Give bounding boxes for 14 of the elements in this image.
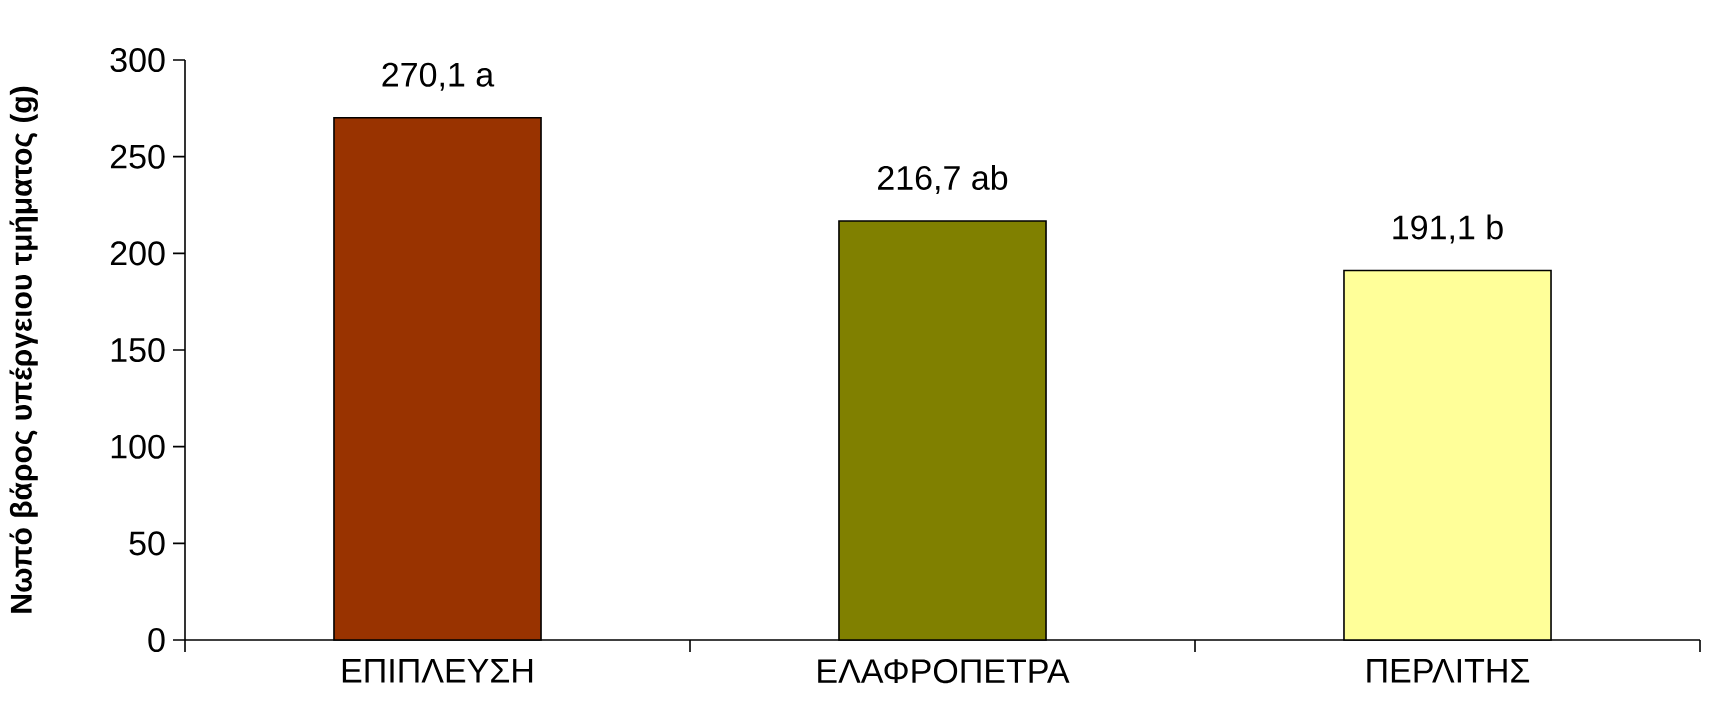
data-label: 191,1 b — [1393, 214, 1503, 244]
y-tick-label: 50 — [129, 531, 165, 556]
data-label: 216,7 ab — [878, 165, 1008, 194]
x-tick-label: ΕΛΑΦΡΟΠΕΤΡΑ — [818, 659, 1070, 684]
y-tick-label: 0 — [148, 627, 165, 653]
y-tick-label: 250 — [110, 144, 165, 169]
y-tick-label: 150 — [111, 337, 165, 363]
x-tick-label: ΕΠΙΠΛΕΥΣΗ — [342, 659, 533, 683]
y-tick-label: 300 — [110, 47, 165, 73]
data-label: 270,1 a — [382, 62, 495, 91]
y-axis-title: Νωπό βάρος υπέργειου τμήματος (g) — [9, 86, 38, 613]
y-tick-label: 100 — [111, 434, 165, 459]
y-tick-label: 200 — [110, 241, 165, 266]
x-tick-label: ΠΕΡΛΙΤΗΣ — [1367, 659, 1530, 683]
